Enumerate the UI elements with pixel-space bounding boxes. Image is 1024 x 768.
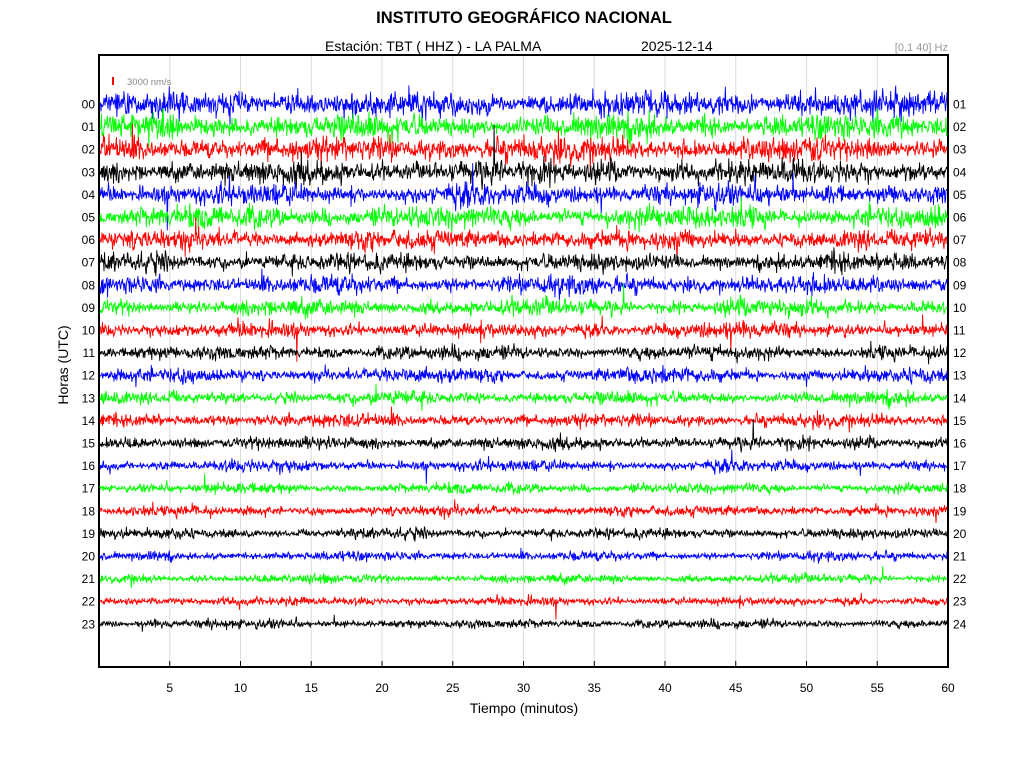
hour-label-right: 15: [953, 414, 967, 428]
hour-label-right: 09: [953, 278, 967, 292]
seismic-trace-21: [99, 566, 948, 588]
hour-label-right: 23: [953, 595, 967, 609]
x-tick-label: 30: [517, 681, 531, 695]
hour-label-left: 10: [82, 324, 96, 338]
seismic-trace-12: [99, 364, 948, 388]
hour-label-right: 17: [953, 459, 967, 473]
hour-label-right: 13: [953, 369, 967, 383]
hour-label-left: 16: [82, 459, 96, 473]
hour-label-left: 18: [82, 504, 96, 518]
x-tick-label: 15: [305, 681, 319, 695]
seismic-trace-10: [99, 314, 948, 362]
station-label: Estación: TBT ( HHZ ) - LA PALMA: [325, 38, 542, 54]
seismic-trace-13: [99, 384, 948, 411]
seismic-trace-23: [99, 614, 948, 632]
x-tick-label: 60: [941, 681, 955, 695]
hour-label-left: 02: [82, 143, 96, 157]
x-tick-label: 40: [658, 681, 672, 695]
seismic-trace-01: [99, 107, 948, 149]
seismic-trace-18: [99, 499, 948, 524]
x-tick-label: 25: [446, 681, 460, 695]
hour-label-right: 24: [953, 617, 967, 631]
scale-bar-label: 3000 nm/s: [127, 77, 172, 88]
hour-label-right: 01: [953, 98, 967, 112]
hour-label-left: 21: [82, 572, 96, 586]
hour-label-right: 12: [953, 346, 967, 360]
chart-title: INSTITUTO GEOGRÁFICO NACIONAL: [376, 9, 672, 27]
hour-label-right: 08: [953, 256, 967, 270]
seismic-trace-04: [99, 163, 948, 231]
hour-label-right: 16: [953, 437, 967, 451]
x-axis-label: Tiempo (minutos): [469, 700, 579, 716]
hour-label-left: 01: [82, 120, 96, 134]
hour-label-right: 03: [953, 143, 967, 157]
hour-label-right: 18: [953, 482, 967, 496]
x-tick-label: 50: [800, 681, 814, 695]
seismic-trace-17: [99, 473, 948, 496]
hour-label-right: 04: [953, 165, 967, 179]
hour-label-left: 00: [82, 98, 96, 112]
hour-label-left: 04: [82, 188, 96, 202]
hour-label-right: 02: [953, 120, 967, 134]
seismic-trace-06: [99, 217, 948, 263]
hour-label-left: 07: [82, 256, 96, 270]
hour-label-left: 19: [82, 527, 96, 541]
seismic-trace-02: [99, 123, 948, 173]
seismic-trace-14: [99, 406, 948, 433]
seismic-trace-03: [99, 124, 948, 190]
hour-label-right: 22: [953, 572, 967, 586]
x-tick-label: 55: [871, 681, 885, 695]
filter-band-label: [0.1 40] Hz: [894, 42, 948, 54]
seismic-trace-09: [99, 283, 948, 320]
hour-label-left: 09: [82, 301, 96, 315]
hour-label-left: 22: [82, 595, 96, 609]
seismic-trace-19: [99, 526, 948, 542]
hour-label-right: 14: [953, 391, 967, 405]
x-tick-label: 45: [729, 681, 743, 695]
x-tick-label: 20: [375, 681, 389, 695]
date-label: 2025-12-14: [641, 38, 713, 54]
hour-label-right: 20: [953, 527, 967, 541]
hour-label-left: 20: [82, 550, 96, 564]
hour-label-left: 11: [83, 346, 96, 360]
hour-label-left: 06: [82, 233, 96, 247]
seismic-trace-22: [99, 592, 948, 620]
x-tick-label: 35: [588, 681, 602, 695]
seismic-trace-15: [99, 419, 948, 453]
hour-label-left: 13: [82, 391, 96, 405]
hour-label-left: 23: [82, 617, 96, 631]
hour-label-left: 14: [82, 414, 96, 428]
hour-label-right: 21: [953, 550, 967, 564]
seismic-trace-08: [99, 268, 948, 300]
hour-label-right: 10: [953, 301, 967, 315]
seismic-trace-05: [99, 196, 948, 233]
hour-label-right: 11: [953, 324, 966, 338]
x-tick-label: 5: [166, 681, 173, 695]
x-tick-label: 10: [234, 681, 248, 695]
seismic-trace-07: [99, 247, 948, 277]
hour-label-right: 19: [953, 504, 967, 518]
hour-label-left: 12: [82, 369, 96, 383]
hour-label-right: 05: [953, 188, 967, 202]
seismic-trace-00: [99, 85, 948, 125]
hour-label-left: 05: [82, 211, 96, 225]
hour-label-left: 08: [82, 278, 96, 292]
seismic-trace-11: [99, 340, 948, 365]
seismic-trace-20: [99, 547, 948, 564]
hour-label-left: 17: [82, 482, 96, 496]
hour-label-right: 06: [953, 211, 967, 225]
seismic-trace-16: [99, 449, 947, 484]
hour-label-right: 07: [953, 233, 967, 247]
hour-label-left: 15: [82, 437, 96, 451]
hour-label-left: 03: [82, 165, 96, 179]
